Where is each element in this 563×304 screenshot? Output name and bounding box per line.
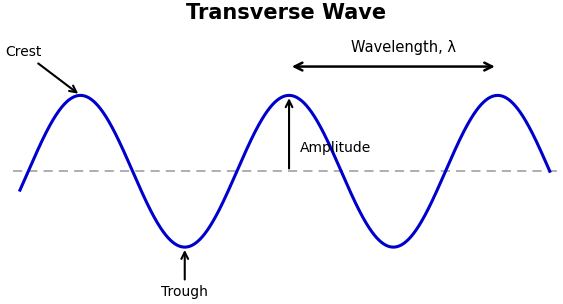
Text: Trough: Trough [162,252,208,299]
Text: Amplitude: Amplitude [300,141,370,155]
Text: Wavelength, λ: Wavelength, λ [351,40,456,55]
Text: Crest: Crest [5,45,77,92]
Title: Transverse Wave: Transverse Wave [186,3,387,23]
